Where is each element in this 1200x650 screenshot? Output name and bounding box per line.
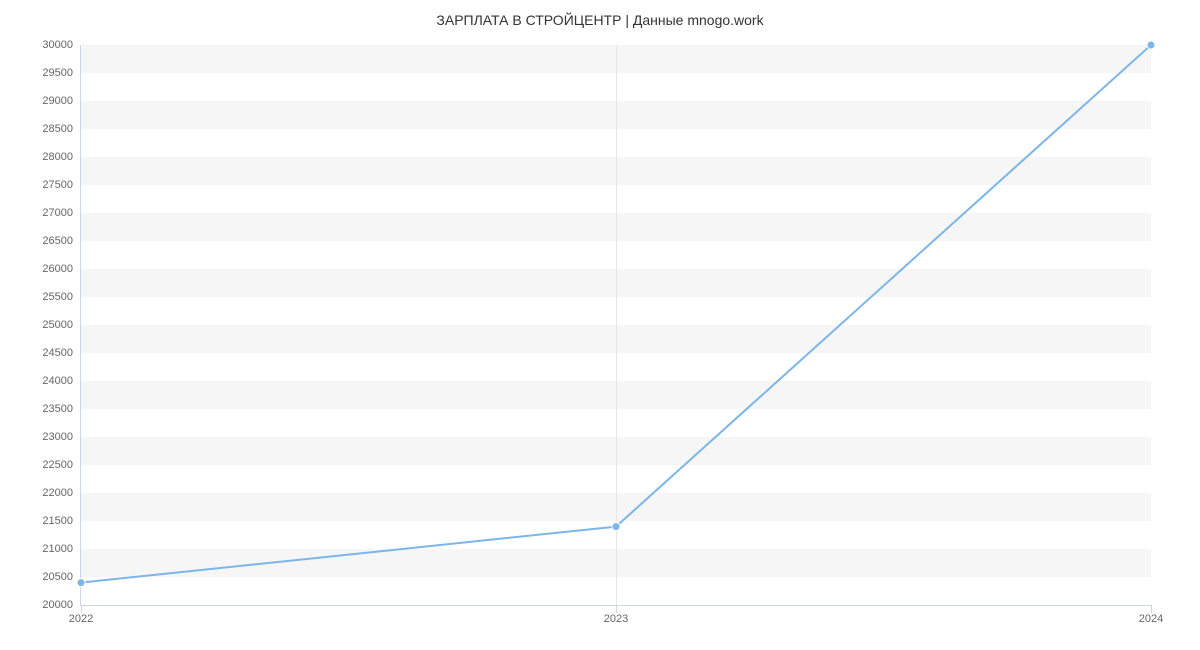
y-axis-label: 21000 bbox=[42, 543, 81, 555]
y-axis-label: 26000 bbox=[42, 263, 81, 275]
y-axis-label: 25000 bbox=[42, 319, 81, 331]
y-axis-label: 24000 bbox=[42, 375, 81, 387]
y-axis-label: 22000 bbox=[42, 487, 81, 499]
y-axis-label: 22500 bbox=[42, 459, 81, 471]
y-axis-label: 29500 bbox=[42, 67, 81, 79]
y-axis-label: 26500 bbox=[42, 235, 81, 247]
data-point[interactable] bbox=[1147, 41, 1155, 49]
y-axis-label: 25500 bbox=[42, 291, 81, 303]
series-line bbox=[81, 45, 1151, 605]
y-axis-label: 24500 bbox=[42, 347, 81, 359]
chart-title: ЗАРПЛАТА В СТРОЙЦЕНТР | Данные mnogo.wor… bbox=[0, 12, 1200, 28]
x-axis-label: 2023 bbox=[604, 605, 628, 625]
data-point[interactable] bbox=[612, 523, 620, 531]
y-axis-label: 27000 bbox=[42, 207, 81, 219]
y-axis-label: 21500 bbox=[42, 515, 81, 527]
y-axis-label: 23500 bbox=[42, 403, 81, 415]
y-axis-label: 29000 bbox=[42, 95, 81, 107]
y-axis-label: 27500 bbox=[42, 179, 81, 191]
y-axis-label: 20500 bbox=[42, 571, 81, 583]
x-axis-label: 2022 bbox=[69, 605, 93, 625]
data-point[interactable] bbox=[77, 579, 85, 587]
y-axis-label: 30000 bbox=[42, 39, 81, 51]
y-axis-label: 28000 bbox=[42, 151, 81, 163]
y-axis-label: 28500 bbox=[42, 123, 81, 135]
line-chart: ЗАРПЛАТА В СТРОЙЦЕНТР | Данные mnogo.wor… bbox=[0, 0, 1200, 650]
x-axis-label: 2024 bbox=[1139, 605, 1163, 625]
plot-area: 2000020500210002150022000225002300023500… bbox=[80, 45, 1151, 606]
y-axis-label: 23000 bbox=[42, 431, 81, 443]
